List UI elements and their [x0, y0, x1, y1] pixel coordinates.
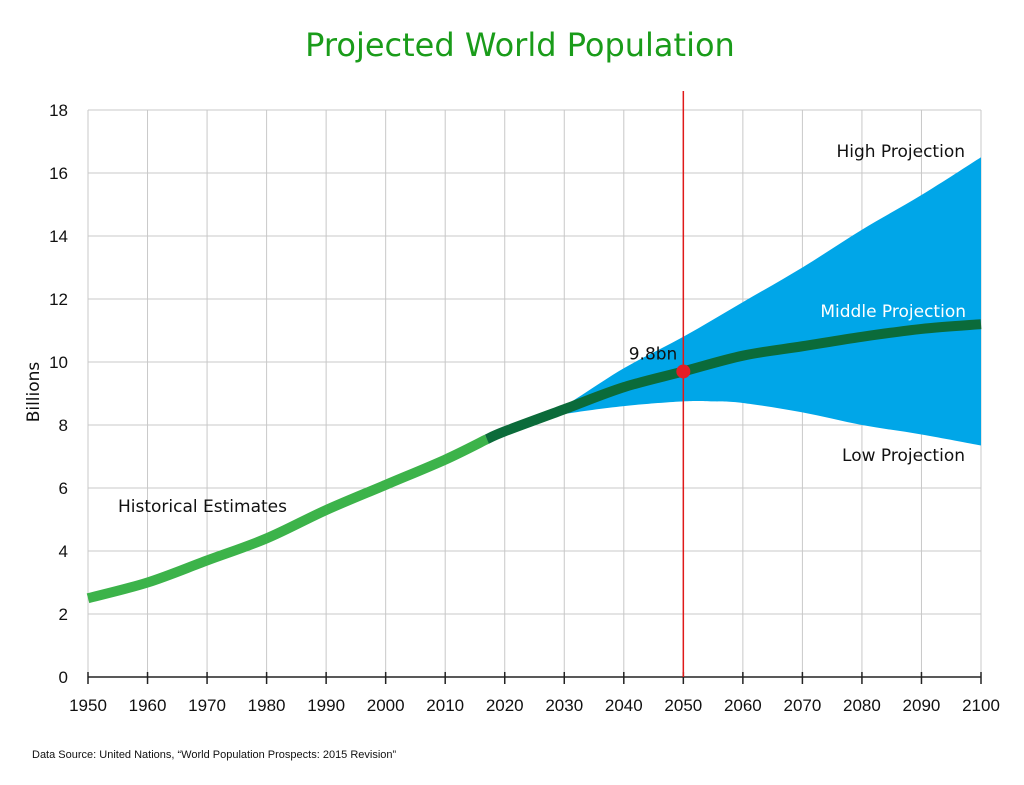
low-projection-annotation: Low Projection — [842, 446, 965, 466]
x-tick-label: 1990 — [307, 696, 345, 715]
x-tick-label: 2000 — [367, 696, 405, 715]
historical-line — [86, 434, 490, 604]
chart-title: Projected World Population — [305, 26, 735, 64]
projection-band — [534, 157, 981, 446]
historical-annotation: Historical Estimates — [118, 497, 287, 517]
middle-projection-line — [484, 319, 982, 444]
middle-projection-annotation: Middle Projection — [820, 302, 966, 322]
x-tick-label: 2030 — [545, 696, 583, 715]
x-tick-labels: 1950 1960 1970 1980 1990 2000 2010 2020 2030 2040… — [69, 696, 1000, 715]
x-tick-label: 2010 — [426, 696, 464, 715]
y-tick-label: 6 — [59, 479, 68, 498]
x-tick-label: 2020 — [486, 696, 524, 715]
x-tick-label: 1980 — [248, 696, 286, 715]
y-tick-label: 16 — [49, 164, 68, 183]
x-tick-label: 2090 — [903, 696, 941, 715]
y-tick-label: 14 — [49, 227, 68, 246]
x-tick-label: 1960 — [129, 696, 167, 715]
y-tick-label: 12 — [49, 290, 68, 309]
y-tick-label: 10 — [49, 353, 68, 372]
data-source-note: Data Source: United Nations, “World Popu… — [32, 749, 397, 761]
x-tick-label: 1950 — [69, 696, 107, 715]
y-tick-label: 8 — [59, 416, 68, 435]
y-tick-label: 0 — [59, 668, 68, 687]
y-tick-labels: 0 2 4 6 8 10 12 14 16 18 — [49, 101, 68, 687]
marker-dot — [676, 364, 691, 379]
y-tick-label: 18 — [49, 101, 68, 120]
marker-label: 9.8bn — [629, 344, 678, 364]
x-tick-label: 2080 — [843, 696, 881, 715]
x-tick-label: 2040 — [605, 696, 643, 715]
x-tick-label: 2060 — [724, 696, 762, 715]
high-projection-annotation: High Projection — [836, 142, 965, 162]
y-tick-label: 4 — [59, 542, 68, 561]
axes — [87, 672, 982, 684]
x-tick-label: 2050 — [664, 696, 702, 715]
y-axis-label: Billions — [24, 362, 44, 423]
x-tick-label: 2100 — [962, 696, 1000, 715]
x-tick-label: 1970 — [188, 696, 226, 715]
y-tick-label: 2 — [59, 605, 68, 624]
x-tick-label: 2070 — [783, 696, 821, 715]
